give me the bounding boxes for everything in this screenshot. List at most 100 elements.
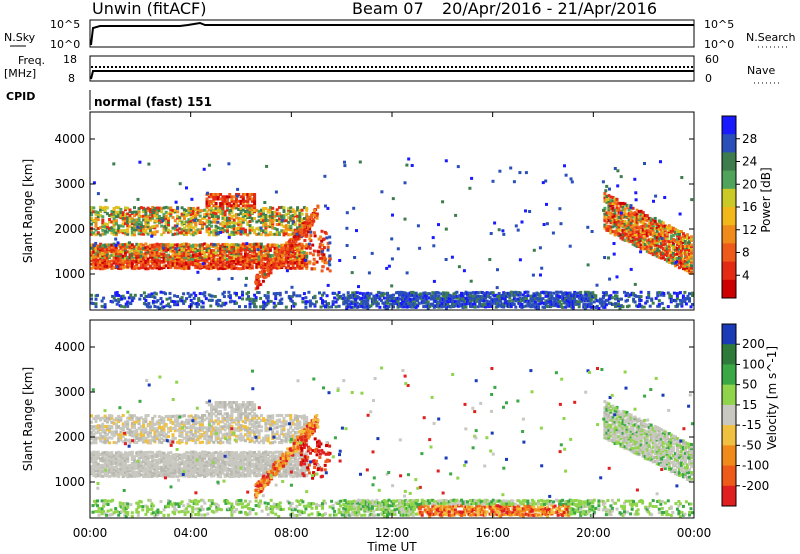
heatmap-cell bbox=[114, 228, 118, 232]
heatmap-cell bbox=[235, 197, 238, 201]
heatmap-cell bbox=[198, 252, 202, 256]
cpid-label: CPID bbox=[6, 90, 35, 103]
heatmap-cell bbox=[675, 242, 679, 246]
heatmap-cell bbox=[112, 418, 116, 422]
heatmap-cell bbox=[228, 202, 232, 205]
heatmap-cell bbox=[90, 262, 93, 266]
heatmap-cell bbox=[669, 294, 673, 298]
heatmap-cell bbox=[278, 244, 281, 248]
heatmap-cell bbox=[142, 218, 146, 222]
heatmap-cell bbox=[201, 243, 204, 247]
heatmap-cell bbox=[482, 299, 486, 303]
nave-label: Nave bbox=[747, 64, 775, 77]
heatmap-cell bbox=[671, 253, 675, 257]
heatmap-cell bbox=[296, 228, 300, 232]
heatmap-cell bbox=[683, 250, 687, 254]
heatmap-cell bbox=[103, 257, 107, 261]
heatmap-cell bbox=[101, 256, 105, 260]
heatmap-cell bbox=[278, 299, 282, 303]
heatmap-cell bbox=[119, 212, 123, 216]
heatmap-cell bbox=[302, 251, 306, 254]
heatmap-cell bbox=[108, 428, 112, 432]
heatmap-cell bbox=[124, 243, 127, 247]
heatmap-cell bbox=[634, 198, 638, 202]
heatmap-cell bbox=[189, 250, 193, 254]
heatmap-cell bbox=[142, 464, 146, 468]
heatmap-cell bbox=[182, 244, 186, 248]
heatmap-cell bbox=[669, 253, 673, 257]
heatmap-cell bbox=[228, 225, 232, 228]
heatmap-cell bbox=[651, 224, 655, 228]
heatmap-cell bbox=[114, 261, 118, 265]
heatmap-cell bbox=[210, 254, 213, 257]
heatmap-cell bbox=[333, 291, 337, 295]
heatmap-cell bbox=[135, 228, 139, 232]
heatmap-cell bbox=[212, 243, 216, 247]
heatmap-cell bbox=[580, 297, 584, 301]
heatmap-cell bbox=[214, 193, 218, 196]
heatmap-cell bbox=[289, 206, 293, 210]
heatmap-cell bbox=[398, 293, 401, 297]
heatmap-cell bbox=[607, 206, 611, 210]
heatmap-cell bbox=[207, 250, 211, 254]
heatmap-cell bbox=[232, 243, 236, 247]
heatmap-cell bbox=[237, 245, 241, 249]
heatmap-cell bbox=[324, 300, 327, 304]
heatmap-cell bbox=[228, 195, 232, 199]
heatmap-cell bbox=[253, 261, 257, 264]
heatmap-cell bbox=[268, 210, 272, 214]
heatmap-cell bbox=[603, 206, 607, 210]
heatmap-cell bbox=[278, 248, 281, 252]
heatmap-cell bbox=[117, 470, 121, 474]
heatmap-cell bbox=[293, 212, 297, 216]
heatmap-cell bbox=[207, 163, 211, 167]
heatmap-cell bbox=[110, 253, 114, 257]
heatmap-cell bbox=[369, 292, 373, 296]
heatmap-cell bbox=[117, 425, 121, 429]
heatmap-cell bbox=[216, 263, 220, 267]
colorbar-tick-label: 12 bbox=[742, 223, 757, 237]
heatmap-cell bbox=[296, 217, 300, 221]
heatmap-cell bbox=[244, 265, 247, 269]
heatmap-cell bbox=[90, 228, 93, 232]
heatmap-cell bbox=[112, 252, 116, 256]
heatmap-cell bbox=[207, 223, 211, 227]
heatmap-cell bbox=[382, 305, 386, 309]
heatmap-cell bbox=[257, 212, 261, 216]
heatmap-cell bbox=[90, 437, 93, 441]
heatmap-cell bbox=[457, 265, 461, 269]
heatmap-cell bbox=[250, 193, 254, 196]
heatmap-cell bbox=[591, 305, 595, 309]
heatmap-cell bbox=[469, 279, 473, 283]
heatmap-cell bbox=[94, 473, 98, 477]
heatmap-cell bbox=[90, 465, 93, 469]
heatmap-cell bbox=[503, 294, 507, 298]
heatmap-cell bbox=[94, 416, 98, 420]
heatmap-cell bbox=[153, 305, 157, 308]
heatmap-cell bbox=[192, 291, 196, 295]
heatmap-cell bbox=[176, 261, 180, 265]
heatmap-cell bbox=[201, 226, 204, 230]
heatmap-cell bbox=[563, 164, 566, 168]
heatmap-cell bbox=[137, 467, 141, 471]
heatmap-cell bbox=[612, 242, 616, 245]
heatmap-cell bbox=[212, 233, 216, 237]
heatmap-cell bbox=[278, 250, 282, 254]
heatmap-cell bbox=[119, 216, 123, 220]
heatmap-cell bbox=[194, 214, 198, 218]
heatmap-cell bbox=[112, 430, 116, 434]
heatmap-cell bbox=[119, 256, 123, 260]
heatmap-cell bbox=[124, 218, 127, 222]
heatmap-cell bbox=[142, 291, 146, 295]
heatmap-cell bbox=[121, 422, 125, 426]
heatmap-cell bbox=[647, 243, 651, 247]
heatmap-cell bbox=[257, 228, 261, 232]
heatmap-cell bbox=[92, 460, 96, 464]
heatmap-cell bbox=[201, 225, 204, 228]
heatmap-cell bbox=[101, 453, 105, 457]
heatmap-cell bbox=[453, 300, 457, 304]
heatmap-cell bbox=[639, 235, 643, 238]
heatmap-cell bbox=[103, 224, 107, 228]
heatmap-cell bbox=[92, 441, 96, 445]
